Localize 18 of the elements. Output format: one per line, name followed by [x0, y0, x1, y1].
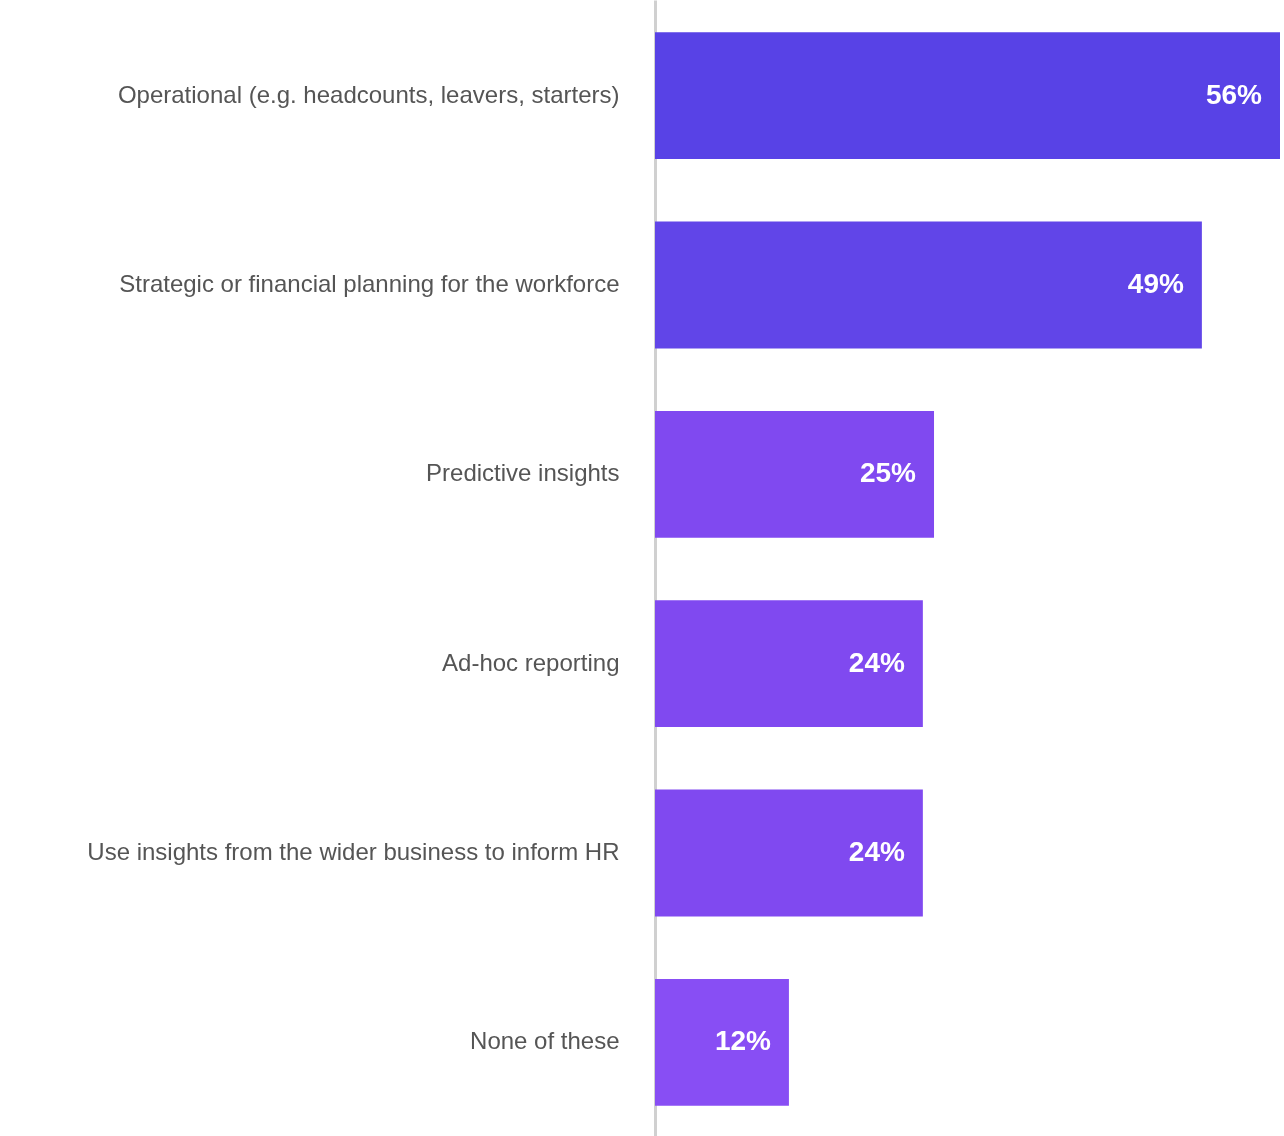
y-tick-label: Operational (e.g. headcounts, leavers, starters) [117, 80, 620, 108]
data-label: 56% [1205, 78, 1263, 110]
y-tick-label: Use insights from the wider business to inform HR [87, 838, 620, 866]
bar [655, 978, 789, 1106]
y-tick-label: Ad-hoc reporting [442, 648, 620, 676]
bar [655, 410, 935, 538]
bar [655, 32, 1280, 160]
y-tick-label: Predictive insights [426, 459, 620, 487]
data-label: 49% [1127, 267, 1184, 299]
bar [655, 221, 1202, 349]
data-label: 24% [848, 836, 905, 868]
data-label: 12% [714, 1025, 772, 1057]
y-tick-label: None of these [470, 1027, 620, 1055]
bar [655, 789, 923, 917]
data-label: 25% [859, 457, 917, 489]
y-tick-label: Strategic or financial planning for the workforce [119, 269, 620, 297]
data-label: 24% [848, 646, 905, 678]
bar [655, 600, 923, 728]
